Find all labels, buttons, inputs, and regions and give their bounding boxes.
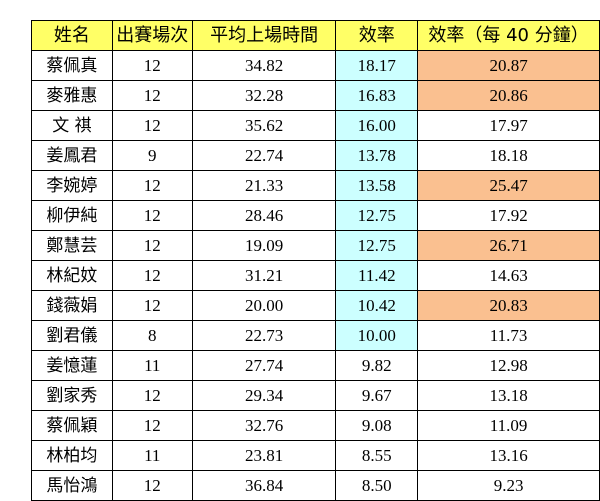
games-cell: 12: [111, 410, 193, 441]
player-name-cell: 鄭慧芸: [31, 230, 113, 261]
games-cell: 12: [111, 80, 193, 111]
games-cell: 12: [111, 230, 193, 261]
efficiency-per40-cell: 11.09: [417, 410, 600, 441]
player-name-cell: 柳伊純: [31, 200, 113, 231]
games-cell: 12: [111, 290, 193, 321]
player-name-cell: 馬怡鴻: [31, 470, 113, 501]
player-name-cell: 林柏均: [31, 440, 113, 471]
minutes-cell: 36.84: [191, 470, 337, 501]
table-row: 鄭慧芸 12 19.09 12.75 26.71: [31, 230, 600, 261]
table-row: 林柏均 11 23.81 8.55 13.16: [31, 440, 600, 471]
player-name-cell: 劉家秀: [31, 380, 113, 411]
efficiency-cell: 12.75: [335, 230, 419, 261]
efficiency-per40-cell: 13.18: [417, 380, 600, 411]
minutes-cell: 32.76: [191, 410, 337, 441]
player-name-cell: 姜鳳君: [31, 140, 113, 171]
games-cell: 12: [111, 110, 193, 141]
player-name-cell: 李婉婷: [31, 170, 113, 201]
player-name-cell: 麥雅惠: [31, 80, 113, 111]
table-row: 姜憶蓮 11 27.74 9.82 12.98: [31, 350, 600, 381]
minutes-cell: 20.00: [191, 290, 337, 321]
games-cell: 12: [111, 50, 193, 81]
player-name-cell: 姜憶蓮: [31, 350, 113, 381]
player-name-cell: 劉君儀: [31, 320, 113, 351]
efficiency-cell: 16.83: [335, 80, 419, 111]
minutes-cell: 28.46: [191, 200, 337, 231]
table-row: 姜鳳君 9 22.74 13.78 18.18: [31, 140, 600, 171]
minutes-cell: 23.81: [191, 440, 337, 471]
minutes-cell: 31.21: [191, 260, 337, 291]
efficiency-cell: 13.58: [335, 170, 419, 201]
minutes-cell: 29.34: [191, 380, 337, 411]
header-games: 出賽場次: [111, 20, 193, 51]
efficiency-cell: 11.42: [335, 260, 419, 291]
minutes-cell: 21.33: [191, 170, 337, 201]
table-row: 劉君儀 8 22.73 10.00 11.73: [31, 320, 600, 351]
games-cell: 8: [111, 320, 193, 351]
games-cell: 12: [111, 380, 193, 411]
table-row: 柳伊純 12 28.46 12.75 17.92: [31, 200, 600, 231]
efficiency-cell: 9.67: [335, 380, 419, 411]
player-efficiency-table: 姓名 出賽場次 平均上場時間 效率 效率（每 40 分鐘） 蔡佩真 12 34.82…: [31, 20, 600, 501]
games-cell: 11: [111, 350, 193, 381]
player-name-cell: 蔡佩真: [31, 50, 113, 81]
efficiency-per40-cell: 13.16: [417, 440, 600, 471]
header-name: 姓名: [31, 20, 113, 51]
games-cell: 12: [111, 470, 193, 501]
efficiency-cell: 18.17: [335, 50, 419, 81]
minutes-cell: 27.74: [191, 350, 337, 381]
efficiency-per40-cell: 12.98: [417, 350, 600, 381]
minutes-cell: 22.74: [191, 140, 337, 171]
header-row: 姓名 出賽場次 平均上場時間 效率 效率（每 40 分鐘）: [31, 20, 600, 51]
efficiency-cell: 13.78: [335, 140, 419, 171]
games-cell: 12: [111, 260, 193, 291]
efficiency-cell: 9.08: [335, 410, 419, 441]
games-cell: 12: [111, 170, 193, 201]
table-row: 李婉婷 12 21.33 13.58 25.47: [31, 170, 600, 201]
header-minutes: 平均上場時間: [191, 20, 337, 51]
efficiency-per40-cell: 9.23: [417, 470, 600, 501]
efficiency-per40-cell: 26.71: [417, 230, 600, 261]
efficiency-cell: 8.50: [335, 470, 419, 501]
efficiency-per40-cell: 25.47: [417, 170, 600, 201]
efficiency-cell: 16.00: [335, 110, 419, 141]
table-row: 馬怡鴻 12 36.84 8.50 9.23: [31, 470, 600, 501]
header-efficiency-per40: 效率（每 40 分鐘）: [417, 20, 600, 51]
table-row: 劉家秀 12 29.34 9.67 13.18: [31, 380, 600, 411]
table-row: 蔡佩真 12 34.82 18.17 20.87: [31, 50, 600, 81]
efficiency-per40-cell: 20.83: [417, 290, 600, 321]
minutes-cell: 32.28: [191, 80, 337, 111]
games-cell: 9: [111, 140, 193, 171]
efficiency-per40-cell: 11.73: [417, 320, 600, 351]
table-row: 蔡佩穎 12 32.76 9.08 11.09: [31, 410, 600, 441]
efficiency-per40-cell: 17.97: [417, 110, 600, 141]
efficiency-per40-cell: 17.92: [417, 200, 600, 231]
efficiency-cell: 10.00: [335, 320, 419, 351]
player-name-cell: 蔡佩穎: [31, 410, 113, 441]
minutes-cell: 19.09: [191, 230, 337, 261]
efficiency-cell: 12.75: [335, 200, 419, 231]
efficiency-cell: 10.42: [335, 290, 419, 321]
minutes-cell: 35.62: [191, 110, 337, 141]
minutes-cell: 22.73: [191, 320, 337, 351]
efficiency-per40-cell: 20.87: [417, 50, 600, 81]
games-cell: 12: [111, 200, 193, 231]
table-row: 林紀妏 12 31.21 11.42 14.63: [31, 260, 600, 291]
minutes-cell: 34.82: [191, 50, 337, 81]
games-cell: 11: [111, 440, 193, 471]
player-name-cell: 文 祺: [31, 110, 113, 141]
efficiency-cell: 8.55: [335, 440, 419, 471]
efficiency-per40-cell: 20.86: [417, 80, 600, 111]
efficiency-per40-cell: 14.63: [417, 260, 600, 291]
header-efficiency: 效率: [335, 20, 419, 51]
player-name-cell: 林紀妏: [31, 260, 113, 291]
table-row: 麥雅惠 12 32.28 16.83 20.86: [31, 80, 600, 111]
player-name-cell: 錢薇娟: [31, 290, 113, 321]
table-row: 文 祺 12 35.62 16.00 17.97: [31, 110, 600, 141]
efficiency-per40-cell: 18.18: [417, 140, 600, 171]
efficiency-cell: 9.82: [335, 350, 419, 381]
table-row: 錢薇娟 12 20.00 10.42 20.83: [31, 290, 600, 321]
table-body: 蔡佩真 12 34.82 18.17 20.87 麥雅惠 12 32.28 16.83 20.86…: [31, 50, 600, 501]
